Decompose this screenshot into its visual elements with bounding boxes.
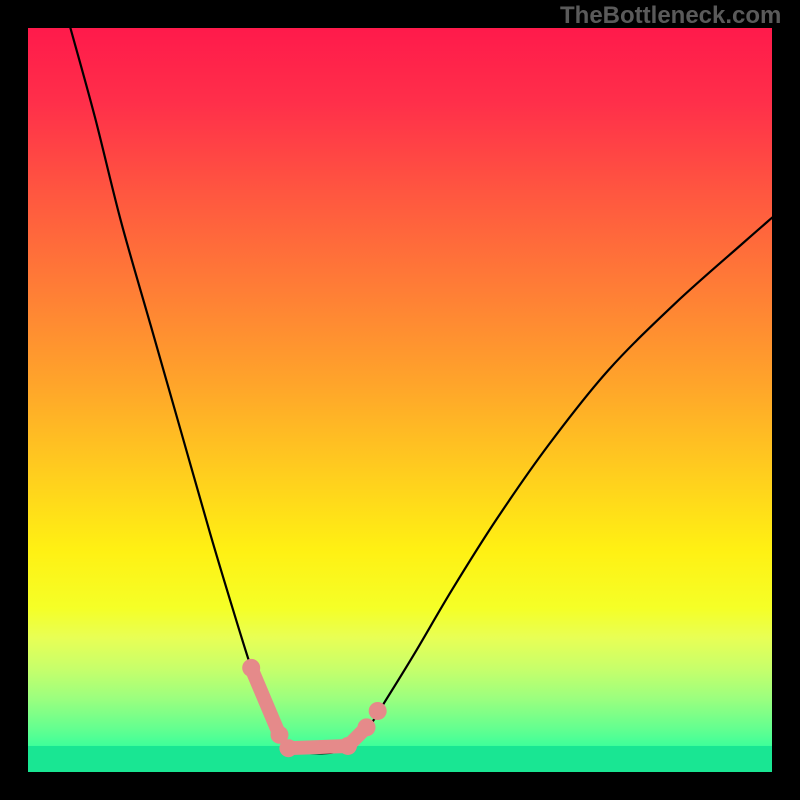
highlight-dot [369,702,387,720]
highlight-dot [358,718,376,736]
highlight-dot [279,739,297,757]
highlight-left-segment [251,668,279,735]
bottleneck-curve [70,28,772,753]
chart-svg [28,28,772,772]
plot-area [28,28,772,772]
watermark-text: TheBottleneck.com [560,2,781,30]
highlight-dot [339,737,357,755]
bottom-band [28,746,772,772]
highlight-dot [242,659,260,677]
chart-frame: TheBottleneck.com [0,0,800,800]
